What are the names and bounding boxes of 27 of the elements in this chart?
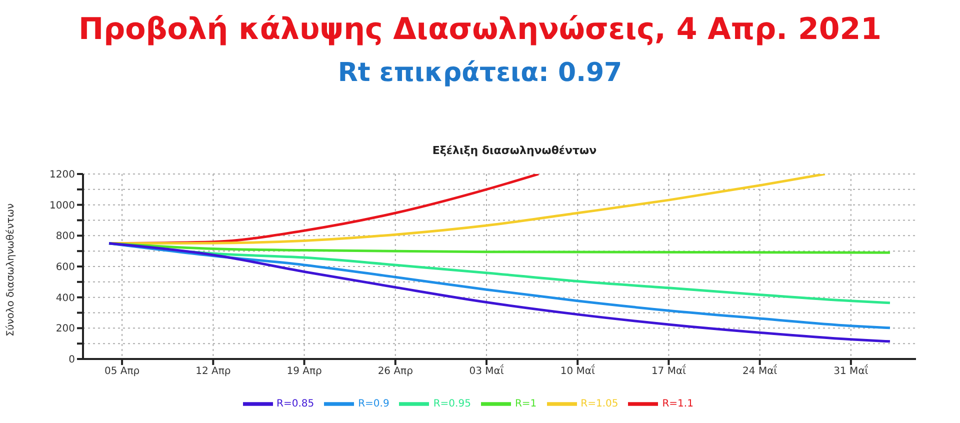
x-tick-label: 19 Απρ (286, 366, 322, 378)
chart-subtitle: Rt επικράτεια: 0.97 (336, 58, 624, 88)
legend-label: R=1.05 (580, 398, 618, 410)
y-tick-label: 600 (56, 262, 75, 274)
y-tick-label: 1000 (50, 200, 75, 212)
x-tick-label: 10 Μαΐ (560, 364, 596, 378)
legend-label: R=1.1 (662, 398, 694, 410)
y-tick-label: 1200 (50, 170, 75, 181)
y-tick-label: 200 (56, 324, 75, 335)
x-tick-label: 26 Απρ (378, 366, 413, 378)
y-tick-label: 400 (56, 292, 75, 304)
x-tick-label: 12 Απρ (196, 366, 231, 378)
legend-label: R=0.95 (433, 398, 471, 410)
x-tick-label: 17 Μαΐ (651, 364, 687, 378)
legend-label: R=1 (514, 398, 537, 410)
y-axis-title: Σύνολο διασωληνωθέντων (6, 202, 17, 336)
y-tick-label: 0 (68, 354, 75, 366)
chart-title: Προβολή κάλυψης Διασωληνώσεις, 4 Απρ. 2021 (78, 12, 882, 47)
x-tick-label: 03 Μαΐ (469, 364, 504, 378)
line-series (108, 242, 892, 254)
x-tick-label: 05 Απρ (104, 366, 140, 378)
legend-label: R=0.9 (358, 398, 390, 410)
x-tick-label: 24 Μαΐ (742, 364, 778, 378)
text: Εξέλιξη διασωληνωθέντων (431, 144, 598, 157)
legend-label: R=0.85 (276, 398, 314, 410)
y-tick-label: 800 (56, 231, 75, 242)
x-tick-label: 31 Μαΐ (834, 364, 869, 378)
